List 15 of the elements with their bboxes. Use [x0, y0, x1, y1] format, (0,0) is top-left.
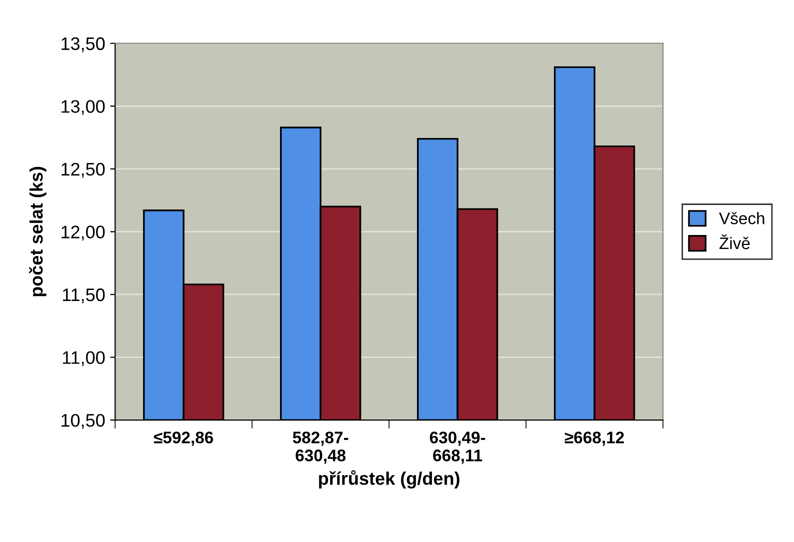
- x-axis-title: přírůstek (g/den): [319, 470, 460, 489]
- y-tick-label: 13,00: [62, 100, 105, 115]
- legend-label: Živě: [719, 234, 750, 250]
- y-tick-label: 12,50: [62, 162, 105, 178]
- y-tick-label: 10,50: [62, 414, 105, 429]
- x-tick-label: 582,87- 630,48: [292, 432, 348, 464]
- x-tick-label: ≥668,12: [564, 432, 624, 446]
- x-tick-label: ≤592,86: [154, 432, 214, 446]
- x-tick-label: 630,49- 668,11: [430, 432, 486, 464]
- y-tick-label: 13,50: [62, 37, 105, 52]
- y-axis-title: počet selat (ks): [29, 166, 46, 296]
- y-tick-label: 11,50: [62, 288, 105, 304]
- legend-label: Všech: [719, 212, 764, 224]
- y-tick-label: 11,00: [62, 351, 105, 366]
- y-tick-label: 12,00: [62, 226, 105, 241]
